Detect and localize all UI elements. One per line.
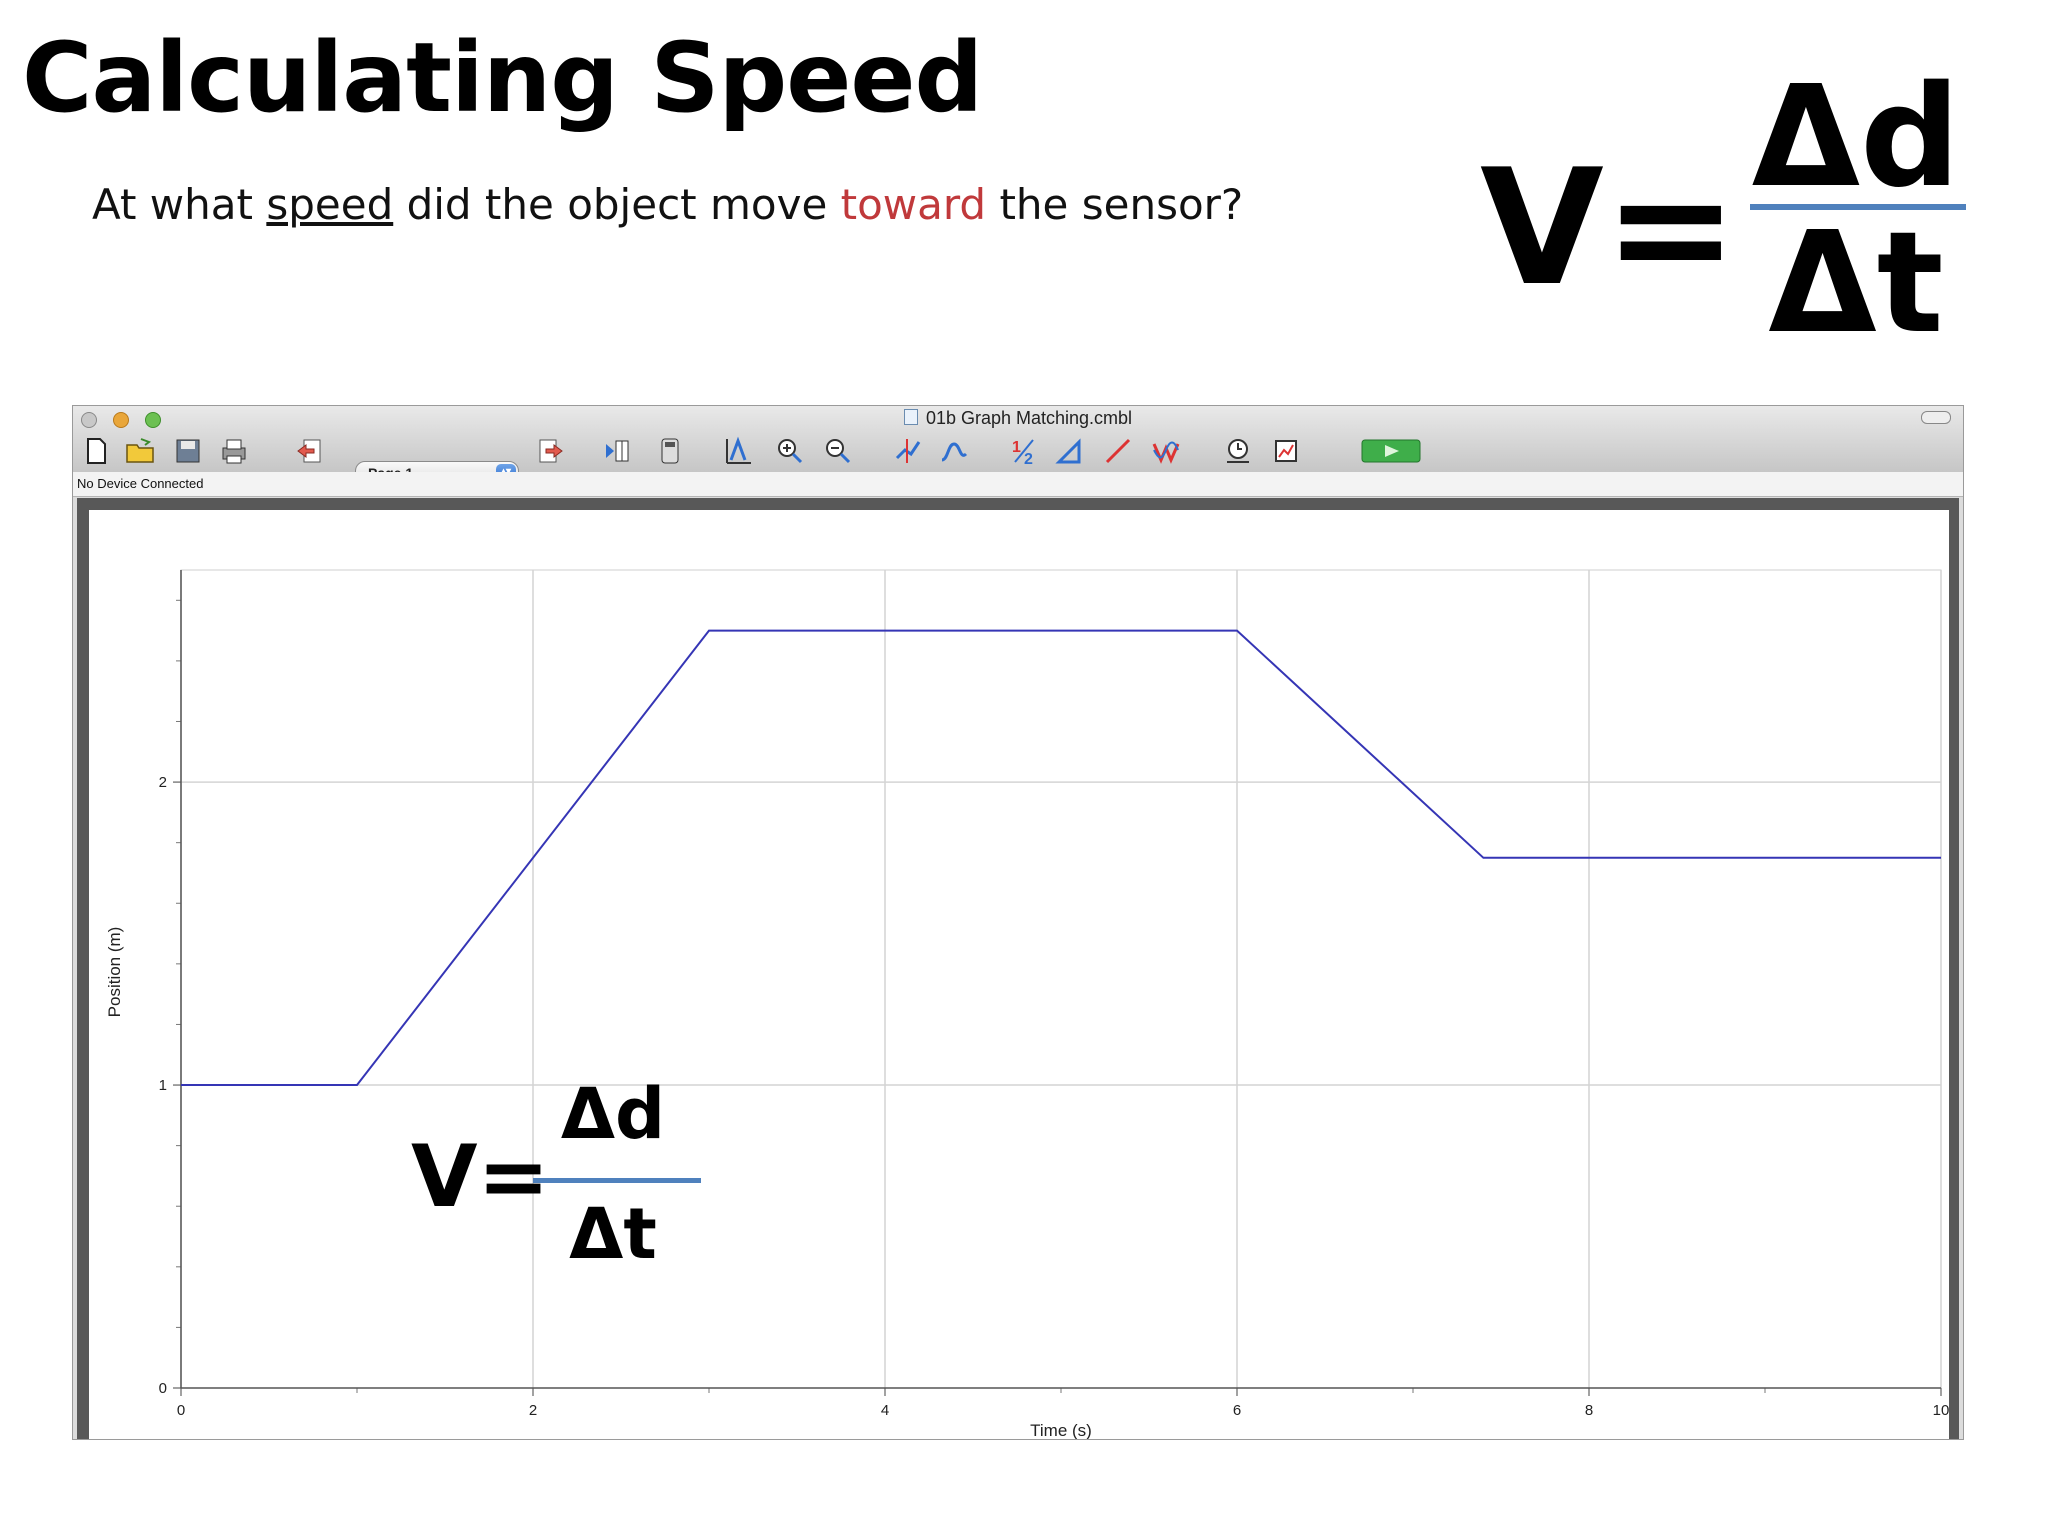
formula-denominator: Δt xyxy=(1768,202,1944,365)
tangent-icon[interactable] xyxy=(939,436,969,466)
open-folder-icon[interactable] xyxy=(125,436,155,466)
toolbar-toggle-button[interactable] xyxy=(1921,411,1951,424)
linear-fit-icon[interactable] xyxy=(1103,436,1133,466)
slide-title: Calculating Speed xyxy=(22,22,983,134)
svg-text:2: 2 xyxy=(1024,451,1033,466)
question-part-3: the sensor? xyxy=(986,180,1244,229)
annotation-bar xyxy=(533,1178,701,1183)
close-window-button[interactable] xyxy=(81,412,97,428)
collect-icon[interactable] xyxy=(1361,436,1421,466)
formula-numerator: Δd xyxy=(1751,56,1961,219)
window-titlebar: 01b Graph Matching.cmbl Page 1▴▾ 12 xyxy=(73,406,1963,483)
x-tick-label: 2 xyxy=(529,1402,537,1419)
zoom-in-icon[interactable] xyxy=(775,436,805,466)
question-part-2: did the object move xyxy=(393,180,841,229)
annotation-numerator: Δd xyxy=(560,1073,666,1155)
graph-annotation-formula: V= Δd Δt xyxy=(411,1074,711,1288)
main-toolbar: Page 1▴▾ 12 xyxy=(73,430,1963,483)
y-axis-title: Position (m) xyxy=(105,927,124,1018)
print-icon[interactable] xyxy=(219,436,249,466)
calculator-icon[interactable] xyxy=(655,436,685,466)
question-toward-word: toward xyxy=(840,180,987,229)
x-tick-label: 8 xyxy=(1585,1402,1593,1419)
next-page-icon[interactable] xyxy=(535,436,565,466)
data-browser-icon[interactable] xyxy=(603,436,633,466)
question-speed-word: speed xyxy=(266,180,394,229)
zoom-window-button[interactable] xyxy=(145,412,161,428)
question-text: At what speed did the object move toward… xyxy=(92,180,1243,229)
svg-text:1: 1 xyxy=(1012,439,1021,456)
position-time-graph[interactable]: 0 2 4 6 8 10 0 1 2 Time (s) Position (m) V= Δd Δ… xyxy=(89,510,1949,1440)
curve-fit-icon[interactable] xyxy=(1151,436,1181,466)
save-icon[interactable] xyxy=(173,436,203,466)
y-tick-label: 2 xyxy=(159,774,167,791)
question-part-1: At what xyxy=(92,180,267,229)
chart-svg: 0 2 4 6 8 10 0 1 2 Time (s) Position (m) xyxy=(105,569,1949,1440)
x-tick-label: 6 xyxy=(1233,1402,1241,1419)
x-tick-label: 4 xyxy=(881,1402,889,1419)
new-file-icon[interactable] xyxy=(81,436,111,466)
statistics-icon[interactable] xyxy=(1055,436,1085,466)
formula-bar xyxy=(1750,204,1966,210)
x-tick-label: 10 xyxy=(1933,1402,1949,1419)
document-icon xyxy=(903,409,918,425)
examine-icon[interactable] xyxy=(893,436,923,466)
y-tick-label: 0 xyxy=(159,1380,167,1397)
annotation-lhs: V= xyxy=(411,1127,550,1227)
formula-lhs: V= xyxy=(1480,134,1738,321)
logger-pro-window: 01b Graph Matching.cmbl Page 1▴▾ 12 xyxy=(72,405,1964,1440)
zoom-out-icon[interactable] xyxy=(823,436,853,466)
autoscale-icon[interactable] xyxy=(723,436,753,466)
device-status: No Device Connected xyxy=(73,472,1963,497)
x-tick-label: 0 xyxy=(177,1402,185,1419)
minimize-window-button[interactable] xyxy=(113,412,129,428)
y-tick-label: 1 xyxy=(159,1077,167,1094)
window-title: 01b Graph Matching.cmbl xyxy=(73,408,1963,429)
annotation-denominator: Δt xyxy=(569,1193,657,1275)
previous-page-icon[interactable] xyxy=(295,436,325,466)
speed-formula: V= Δd Δt xyxy=(1480,40,2000,354)
graph-options-icon[interactable] xyxy=(1271,436,1301,466)
position-trace xyxy=(181,629,1941,1086)
timer-icon[interactable] xyxy=(1223,436,1253,466)
x-axis-title: Time (s) xyxy=(1030,1421,1092,1440)
graph-frame: 0 2 4 6 8 10 0 1 2 Time (s) Position (m) V= Δd Δ… xyxy=(77,498,1959,1440)
